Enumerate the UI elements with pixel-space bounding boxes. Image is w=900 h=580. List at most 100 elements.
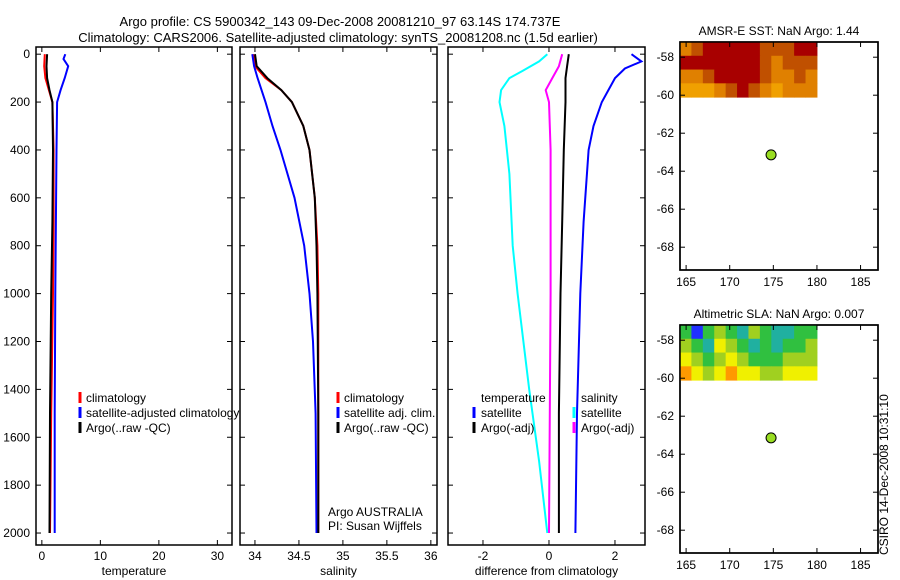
heatmap-cell — [748, 83, 761, 98]
y-tick-label: -66 — [657, 202, 675, 216]
heatmap-cell — [748, 338, 761, 354]
legend-label: Argo(-adj) — [481, 421, 534, 435]
x-tick-label: 35 — [336, 549, 350, 563]
legend-label: climatology — [344, 391, 404, 405]
heatmap-cell — [680, 338, 692, 354]
series-line-salinity-satellite-cyan- — [498, 53, 549, 534]
map-border — [679, 324, 879, 554]
legend-label: satellite adj. clim. — [344, 406, 435, 420]
x-axis-label: salinity — [320, 564, 357, 578]
heatmap-cell — [714, 69, 727, 84]
heatmap-cell — [759, 69, 772, 84]
heatmap-cell — [794, 338, 807, 354]
heatmap-cell — [737, 325, 749, 340]
heatmap-cell — [805, 325, 818, 340]
profile-panel-2: 34 34.5 35 35.5 36 salinity climatologysatelli… — [239, 46, 438, 578]
heatmap-cell — [737, 366, 749, 381]
x-tick-label: 34.5 — [287, 549, 311, 563]
heatmap-cell — [794, 55, 807, 71]
y-tick-label: -64 — [657, 164, 675, 178]
series-line-satellite-adj-clim- — [251, 54, 318, 534]
argo-location-marker — [765, 432, 777, 444]
heatmap-cell — [748, 42, 761, 57]
heatmap-cell — [691, 42, 704, 57]
heatmap-cell — [680, 366, 692, 381]
series-line-argo-raw-qc- — [45, 54, 55, 534]
heatmap-cell — [680, 69, 692, 84]
heatmap-cell — [805, 69, 818, 84]
x-axis-label: difference from climatology — [475, 564, 618, 578]
map-title: Altimetric SLA: NaN Argo: 0.007 — [694, 307, 865, 321]
heatmap-cell — [805, 338, 818, 354]
heatmap-cell — [771, 338, 784, 354]
y-tick-label: 1600 — [3, 430, 30, 444]
legend-label: salinity — [581, 391, 618, 405]
heatmap-cell — [805, 55, 818, 71]
plot-frame — [447, 46, 646, 546]
plot-frame — [35, 46, 233, 546]
heatmap-cell — [759, 55, 772, 71]
heatmap-cell — [714, 325, 727, 340]
y-tick-label: -60 — [657, 371, 675, 385]
argo-location-marker — [765, 149, 777, 161]
heatmap-cell — [714, 352, 727, 367]
heatmap-cell — [782, 83, 795, 98]
series-line-argo-raw-qc- — [254, 54, 320, 533]
heatmap-cell — [691, 69, 704, 84]
heatmap-cell — [805, 352, 818, 367]
y-tick-label: 200 — [10, 95, 30, 109]
heatmap-cell — [725, 338, 738, 354]
heatmap-cell — [691, 338, 704, 354]
x-tick-label: 0 — [39, 549, 46, 563]
x-tick-label: 35.5 — [375, 549, 399, 563]
heatmap-cell — [759, 325, 772, 340]
x-tick-label: 30 — [211, 549, 225, 563]
heatmap-cell — [794, 83, 807, 98]
heatmap-cell — [714, 55, 727, 71]
y-tick-label: 1000 — [3, 287, 30, 301]
heatmap-cell — [759, 83, 772, 98]
heatmap-cell — [748, 366, 761, 381]
heatmap-cell — [691, 55, 704, 71]
heatmap-cell — [782, 325, 795, 340]
heatmap-cell — [725, 352, 738, 367]
heatmap-cell — [680, 55, 692, 71]
x-tick-label: 34 — [248, 549, 262, 563]
y-tick-label: -68 — [657, 523, 675, 537]
heatmap-cell — [805, 42, 818, 57]
y-tick-label: -64 — [657, 447, 675, 461]
heatmap-cell — [794, 366, 807, 381]
heatmap-cell — [702, 325, 715, 340]
heatmap-cell — [737, 55, 749, 71]
x-tick-label: 180 — [807, 275, 827, 289]
y-tick-label: -58 — [657, 50, 675, 64]
y-tick-label: 2000 — [3, 526, 30, 540]
heatmap-cell — [771, 42, 784, 57]
heatmap-cell — [702, 55, 715, 71]
x-tick-label: 170 — [720, 558, 740, 572]
heatmap-cell — [782, 42, 795, 57]
plot-frame — [239, 46, 438, 546]
series-line-salinity-argo-adj- — [544, 53, 564, 534]
heatmap-cell — [794, 69, 807, 84]
heatmap-cell — [771, 352, 784, 367]
heatmap-cell — [680, 83, 692, 98]
heatmap-cell — [691, 366, 704, 381]
x-tick-label: 180 — [807, 558, 827, 572]
y-tick-label: -62 — [657, 409, 675, 423]
y-tick-label: 0 — [23, 47, 30, 61]
legend-label: satellite-adjusted climatology — [86, 406, 239, 420]
heatmap-cell — [737, 83, 749, 98]
sla-map-panel: Altimetric SLA: NaN Argo: 0.007 165 170 175… — [657, 307, 879, 572]
heatmap-cell — [782, 366, 795, 381]
heatmap-cell — [714, 42, 727, 57]
annotation-text: Argo AUSTRALIA — [328, 505, 423, 519]
x-tick-label: 2 — [612, 549, 619, 563]
heatmap-cell — [714, 83, 727, 98]
heatmap-cell — [748, 352, 761, 367]
y-tick-label: 400 — [10, 143, 30, 157]
heatmap-cell — [702, 69, 715, 84]
x-tick-label: 20 — [152, 549, 166, 563]
